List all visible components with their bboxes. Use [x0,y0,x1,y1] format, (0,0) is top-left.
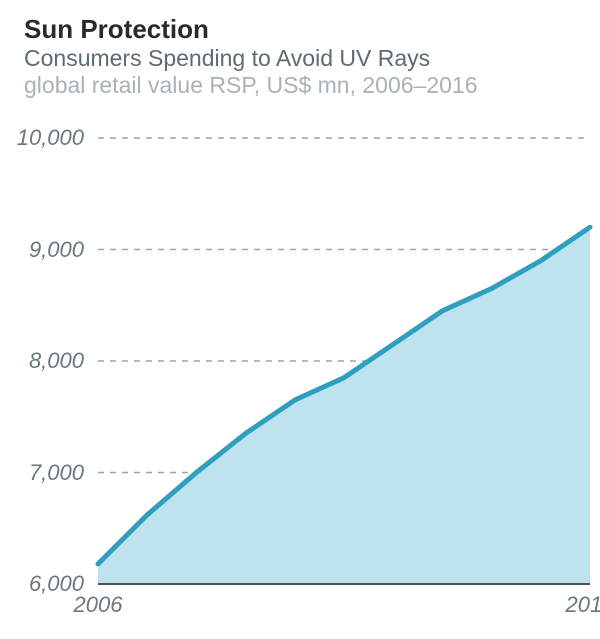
x-tick-label: 2016 [550,592,600,618]
y-tick-label: 9,000 [0,237,84,263]
chart-plot [0,0,600,639]
y-tick-label: 10,000 [0,125,84,151]
sun-protection-chart: Sun Protection Consumers Spending to Avo… [0,0,600,639]
series-area [98,227,590,584]
y-tick-label: 7,000 [0,460,84,486]
x-tick-label: 2006 [58,592,138,618]
y-tick-label: 8,000 [0,348,84,374]
